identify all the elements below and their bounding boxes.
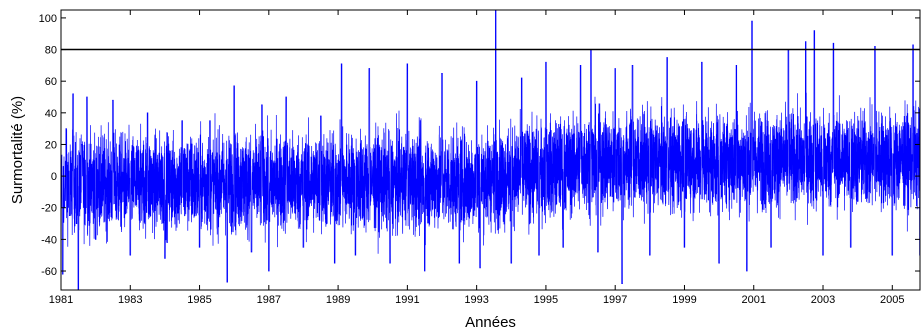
x-tick-label: 2005 xyxy=(880,294,904,306)
x-tick-label: 1983 xyxy=(118,294,142,306)
y-tick-label: 60 xyxy=(45,76,57,88)
x-tick-label: 1989 xyxy=(326,294,350,306)
series-layer xyxy=(61,9,920,291)
plot-frame xyxy=(60,9,921,291)
y-tick-label: -60 xyxy=(41,266,57,278)
y-tick-label: 100 xyxy=(39,13,57,25)
y-tick-label: 40 xyxy=(45,108,57,120)
x-tick-label: 1981 xyxy=(49,294,73,306)
x-tick-label: 1997 xyxy=(603,294,627,306)
x-tick-label: 1993 xyxy=(464,294,488,306)
y-tick-label: 20 xyxy=(45,139,57,151)
x-tick-label: 1985 xyxy=(187,294,211,306)
x-tick-label: 1995 xyxy=(534,294,558,306)
y-tick-label: 0 xyxy=(51,171,57,183)
x-axis-title: Années xyxy=(465,314,516,331)
series-line xyxy=(61,9,920,291)
x-tick-label: 1999 xyxy=(672,294,696,306)
y-tick-label: 80 xyxy=(45,45,57,57)
y-tick-label: -40 xyxy=(41,234,57,246)
y-axis-title: Surmortalité (%) xyxy=(9,96,26,204)
x-tick-label: 1991 xyxy=(395,294,419,306)
y-tick-label: -20 xyxy=(41,203,57,215)
tick-layer: 1981 1983 1985 1987 1989 1991 1993 1995 1997 1999… xyxy=(39,10,920,306)
x-tick-label: 1987 xyxy=(257,294,281,306)
x-tick-label: 2003 xyxy=(811,294,835,306)
x-tick-label: 2001 xyxy=(741,294,765,306)
